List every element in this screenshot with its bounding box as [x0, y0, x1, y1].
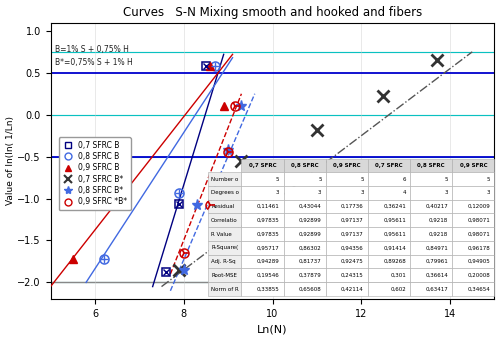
Legend: 0,7 SFRC B, 0,8 SFRC B, 0,9 SFRC B, 0,7 SFRC B*, 0,8 SFRC B*, 0,9 SFRC *B*: 0,7 SFRC B, 0,8 SFRC B, 0,9 SFRC B, 0,7 …: [59, 137, 131, 210]
X-axis label: Ln(N): Ln(N): [257, 324, 288, 335]
Text: B*=0,75% S + 1% H: B*=0,75% S + 1% H: [55, 58, 132, 67]
Y-axis label: Value of ln(ln( 1/Ln): Value of ln(ln( 1/Ln): [6, 116, 15, 205]
Text: B=1% S + 0,75% H: B=1% S + 0,75% H: [55, 45, 129, 54]
Title: Curves   S-N Mixing smooth and hooked and fibers: Curves S-N Mixing smooth and hooked and …: [123, 5, 422, 19]
